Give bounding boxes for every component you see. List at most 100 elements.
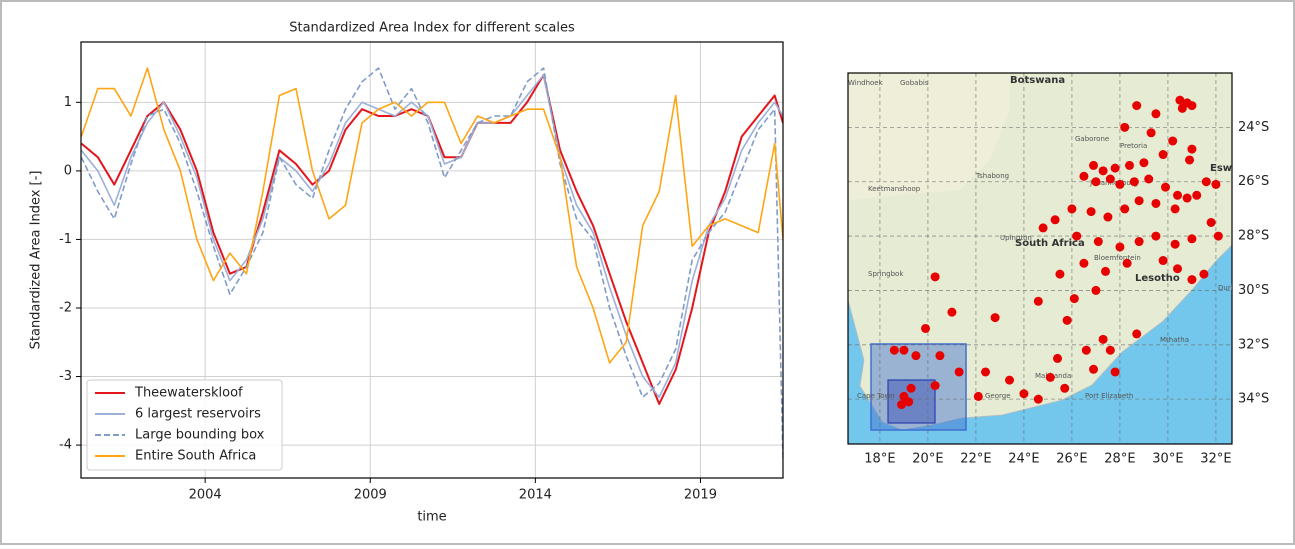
reservoir-point: [1099, 335, 1108, 344]
figure: Standardized Area Index for different sc…: [0, 0, 1295, 545]
legend-label: Theewaterskloof: [134, 386, 243, 401]
x-tick-label: 28°E: [1104, 452, 1135, 467]
reservoir-point: [1178, 104, 1187, 113]
y-tick-label: 24°S: [1238, 120, 1269, 135]
reservoir-point: [1135, 196, 1144, 205]
reservoir-point: [1214, 232, 1223, 241]
reservoir-point: [1120, 123, 1129, 132]
place-name: Cape Town: [857, 392, 895, 400]
reservoir-point: [1115, 242, 1124, 251]
legend-label: 6 largest reservoirs: [135, 407, 261, 422]
reservoir-point: [1046, 373, 1055, 382]
reservoir-point: [1082, 346, 1091, 355]
reservoir-point: [1089, 365, 1098, 374]
place-name: Windhoek: [848, 79, 884, 87]
reservoir-point: [1207, 218, 1216, 227]
page: Standardized Area Index for different sc…: [0, 0, 1295, 545]
legend-label: Entire South Africa: [135, 449, 256, 464]
reservoir-point: [1187, 275, 1196, 284]
reservoir-point: [911, 351, 920, 360]
reservoir-point: [1091, 286, 1100, 295]
reservoir-point: [1183, 194, 1192, 203]
reservoir-point: [1067, 204, 1076, 213]
x-tick-label: 2014: [519, 488, 552, 503]
reservoir-point: [1159, 256, 1168, 265]
y-tick-label: 34°S: [1238, 392, 1269, 407]
reservoir-point: [1151, 232, 1160, 241]
reservoir-point: [974, 392, 983, 401]
map-background: [848, 73, 1232, 444]
reservoir-point: [1060, 384, 1069, 393]
place-name: Bloemfontein: [1094, 254, 1141, 262]
place-name: Gobabis: [900, 79, 929, 87]
reservoir-point: [1034, 395, 1043, 404]
x-tick-label: 32°E: [1200, 452, 1231, 467]
reservoir-point: [1089, 161, 1098, 170]
reservoir-point: [1173, 191, 1182, 200]
reservoir-point: [897, 400, 906, 409]
reservoir-point: [1120, 204, 1129, 213]
x-tick-label: 20°E: [912, 452, 943, 467]
reservoir-point: [1094, 237, 1103, 246]
reservoir-point: [1123, 259, 1132, 268]
reservoir-point: [1151, 109, 1160, 118]
x-axis-label: time: [417, 510, 446, 525]
reservoir-point: [1111, 164, 1120, 173]
reservoir-point: [1055, 270, 1064, 279]
y-tick-label: 26°S: [1238, 174, 1269, 189]
place-name: Springbok: [868, 270, 904, 278]
reservoir-point: [1051, 215, 1060, 224]
reservoir-point: [1132, 329, 1141, 338]
reservoir-point: [921, 324, 930, 333]
reservoir-point: [1099, 166, 1108, 175]
reservoir-point: [890, 346, 899, 355]
reservoir-point: [1161, 183, 1170, 192]
reservoir-point: [1144, 175, 1153, 184]
reservoir-point: [1185, 155, 1194, 164]
reservoir-point: [935, 351, 944, 360]
x-tick-label: 2009: [354, 488, 387, 503]
reservoir-point: [1202, 177, 1211, 186]
x-tick-label: 24°E: [1008, 452, 1039, 467]
reservoir-point: [1171, 240, 1180, 249]
reservoir-point: [1079, 259, 1088, 268]
y-axis-label: Standardized Area Index [-]: [29, 171, 44, 350]
chart-title: Standardized Area Index for different sc…: [289, 21, 575, 36]
x-tick-label: 18°E: [864, 452, 895, 467]
y-tick-label: -2: [59, 300, 72, 315]
y-tick-label: 32°S: [1238, 337, 1269, 352]
reservoir-point: [1173, 264, 1182, 273]
reservoir-point: [1115, 180, 1124, 189]
reservoir-point: [1159, 150, 1168, 159]
reservoir-point: [1151, 199, 1160, 208]
reservoir-point: [947, 308, 956, 317]
place-name: Tshabong: [975, 172, 1009, 180]
reservoir-point: [1192, 191, 1201, 200]
place-name: Pretoria: [1120, 142, 1147, 150]
reservoir-point: [1187, 145, 1196, 154]
reservoir-point: [931, 272, 940, 281]
place-name: Upington: [1000, 234, 1032, 242]
place-name: Lesotho: [1135, 273, 1180, 284]
reservoir-point: [1187, 101, 1196, 110]
reservoir-point: [1019, 389, 1028, 398]
place-name: Mthatha: [1160, 336, 1189, 344]
reservoir-point: [1087, 207, 1096, 216]
reservoir-point: [1005, 376, 1014, 385]
place-name: George: [985, 392, 1011, 400]
reservoir-point: [1199, 270, 1208, 279]
place-name: Port Elizabeth: [1085, 392, 1133, 400]
reservoir-point: [1070, 294, 1079, 303]
x-tick-label: 22°E: [960, 452, 991, 467]
y-tick-label: 28°S: [1238, 229, 1269, 244]
reservoir-point: [1211, 180, 1220, 189]
reservoir-point: [1106, 175, 1115, 184]
y-tick-label: -3: [59, 369, 72, 384]
place-name: Keetmanshoop: [868, 185, 921, 193]
reservoir-point: [1125, 161, 1134, 170]
reservoir-point: [1132, 101, 1141, 110]
x-tick-label: 30°E: [1152, 452, 1183, 467]
reservoir-point: [1103, 213, 1112, 222]
reservoir-point: [1101, 267, 1110, 276]
reservoir-point: [1091, 177, 1100, 186]
